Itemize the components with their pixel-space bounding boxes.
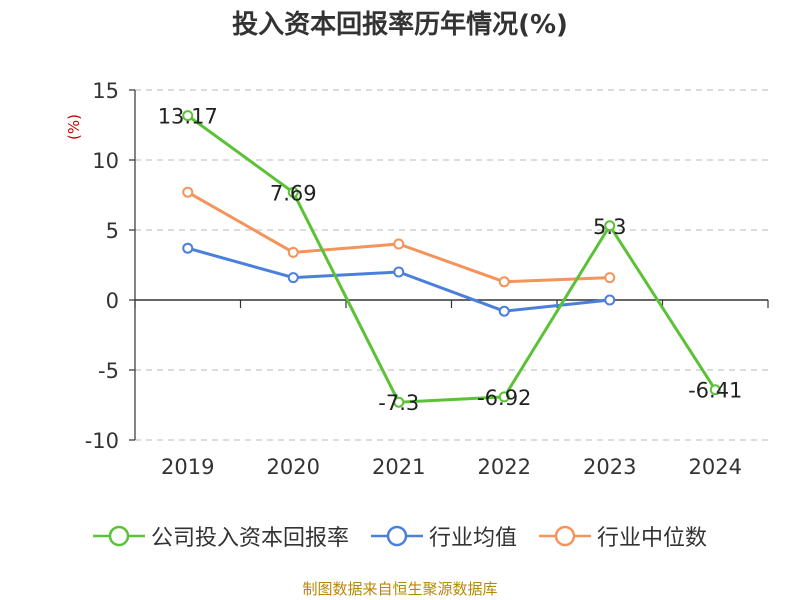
legend-line-circle-icon bbox=[370, 525, 423, 547]
x-tick-label: 2020 bbox=[267, 455, 320, 479]
data-point[interactable] bbox=[287, 186, 299, 198]
legend-label-industry-mean: 行业均值 bbox=[428, 526, 517, 551]
legend: 公司投入资本回报率 行业均值 行业中位数 bbox=[0, 520, 800, 552]
legend-label-industry-median: 行业中位数 bbox=[597, 526, 708, 551]
x-tick-label: 2023 bbox=[583, 455, 636, 479]
x-tick-label: 2019 bbox=[161, 455, 214, 479]
legend-item-industry-mean[interactable]: 行业均值 bbox=[370, 520, 517, 552]
y-tick-label: 0 bbox=[106, 289, 119, 313]
data-point[interactable] bbox=[393, 266, 405, 278]
data-point[interactable] bbox=[287, 246, 299, 258]
y-tick-label: -10 bbox=[85, 429, 119, 453]
data-labels: 13.17 7.69 -7.3 -6.92 5.3 -6.41 bbox=[158, 105, 743, 416]
chart-title: 投入资本回报率历年情况(%) bbox=[232, 10, 568, 40]
y-tick-label: 10 bbox=[92, 149, 119, 173]
series-lines bbox=[182, 110, 721, 408]
data-point[interactable] bbox=[498, 305, 510, 317]
legend-item-industry-median[interactable]: 行业中位数 bbox=[539, 520, 707, 552]
data-point[interactable] bbox=[182, 186, 194, 198]
data-point[interactable] bbox=[604, 272, 616, 284]
y-axis-label: (%) bbox=[65, 114, 83, 140]
data-point[interactable] bbox=[604, 220, 616, 232]
data-label: -6.92 bbox=[477, 386, 531, 410]
data-label: 7.69 bbox=[270, 181, 317, 205]
source-note: 制图数据来自恒生聚源数据库 bbox=[302, 580, 498, 598]
tick-labels: 15 10 5 0 -5 -10 2019 2020 2021 2022 2023 2024 bbox=[85, 79, 742, 479]
data-point[interactable] bbox=[393, 238, 405, 250]
data-point[interactable] bbox=[498, 276, 510, 288]
data-point[interactable] bbox=[287, 272, 299, 284]
data-label: 5.3 bbox=[593, 215, 626, 239]
legend-line-circle-icon bbox=[92, 525, 145, 547]
y-tick-label: 15 bbox=[92, 79, 119, 103]
legend-item-company[interactable]: 公司投入资本回报率 bbox=[92, 520, 349, 552]
data-point[interactable] bbox=[604, 294, 616, 306]
x-tick-label: 2021 bbox=[372, 455, 425, 479]
data-point[interactable] bbox=[182, 242, 194, 254]
x-tick-label: 2024 bbox=[689, 455, 742, 479]
legend-line-circle-icon bbox=[539, 525, 591, 547]
y-tick-label: 5 bbox=[106, 219, 119, 243]
series-line bbox=[186, 114, 717, 404]
data-point[interactable] bbox=[182, 110, 194, 122]
data-label: -7.3 bbox=[378, 391, 419, 415]
grid-lines bbox=[135, 89, 768, 441]
data-label: -6.41 bbox=[688, 379, 742, 403]
axes bbox=[129, 89, 769, 441]
data-point[interactable] bbox=[709, 384, 721, 396]
data-label: 13.17 bbox=[158, 105, 218, 129]
x-tick-label: 2022 bbox=[478, 455, 531, 479]
y-tick-label: -5 bbox=[98, 359, 119, 383]
data-point[interactable] bbox=[393, 396, 405, 408]
data-point[interactable] bbox=[498, 391, 510, 403]
legend-label-company: 公司投入资本回报率 bbox=[150, 526, 349, 551]
